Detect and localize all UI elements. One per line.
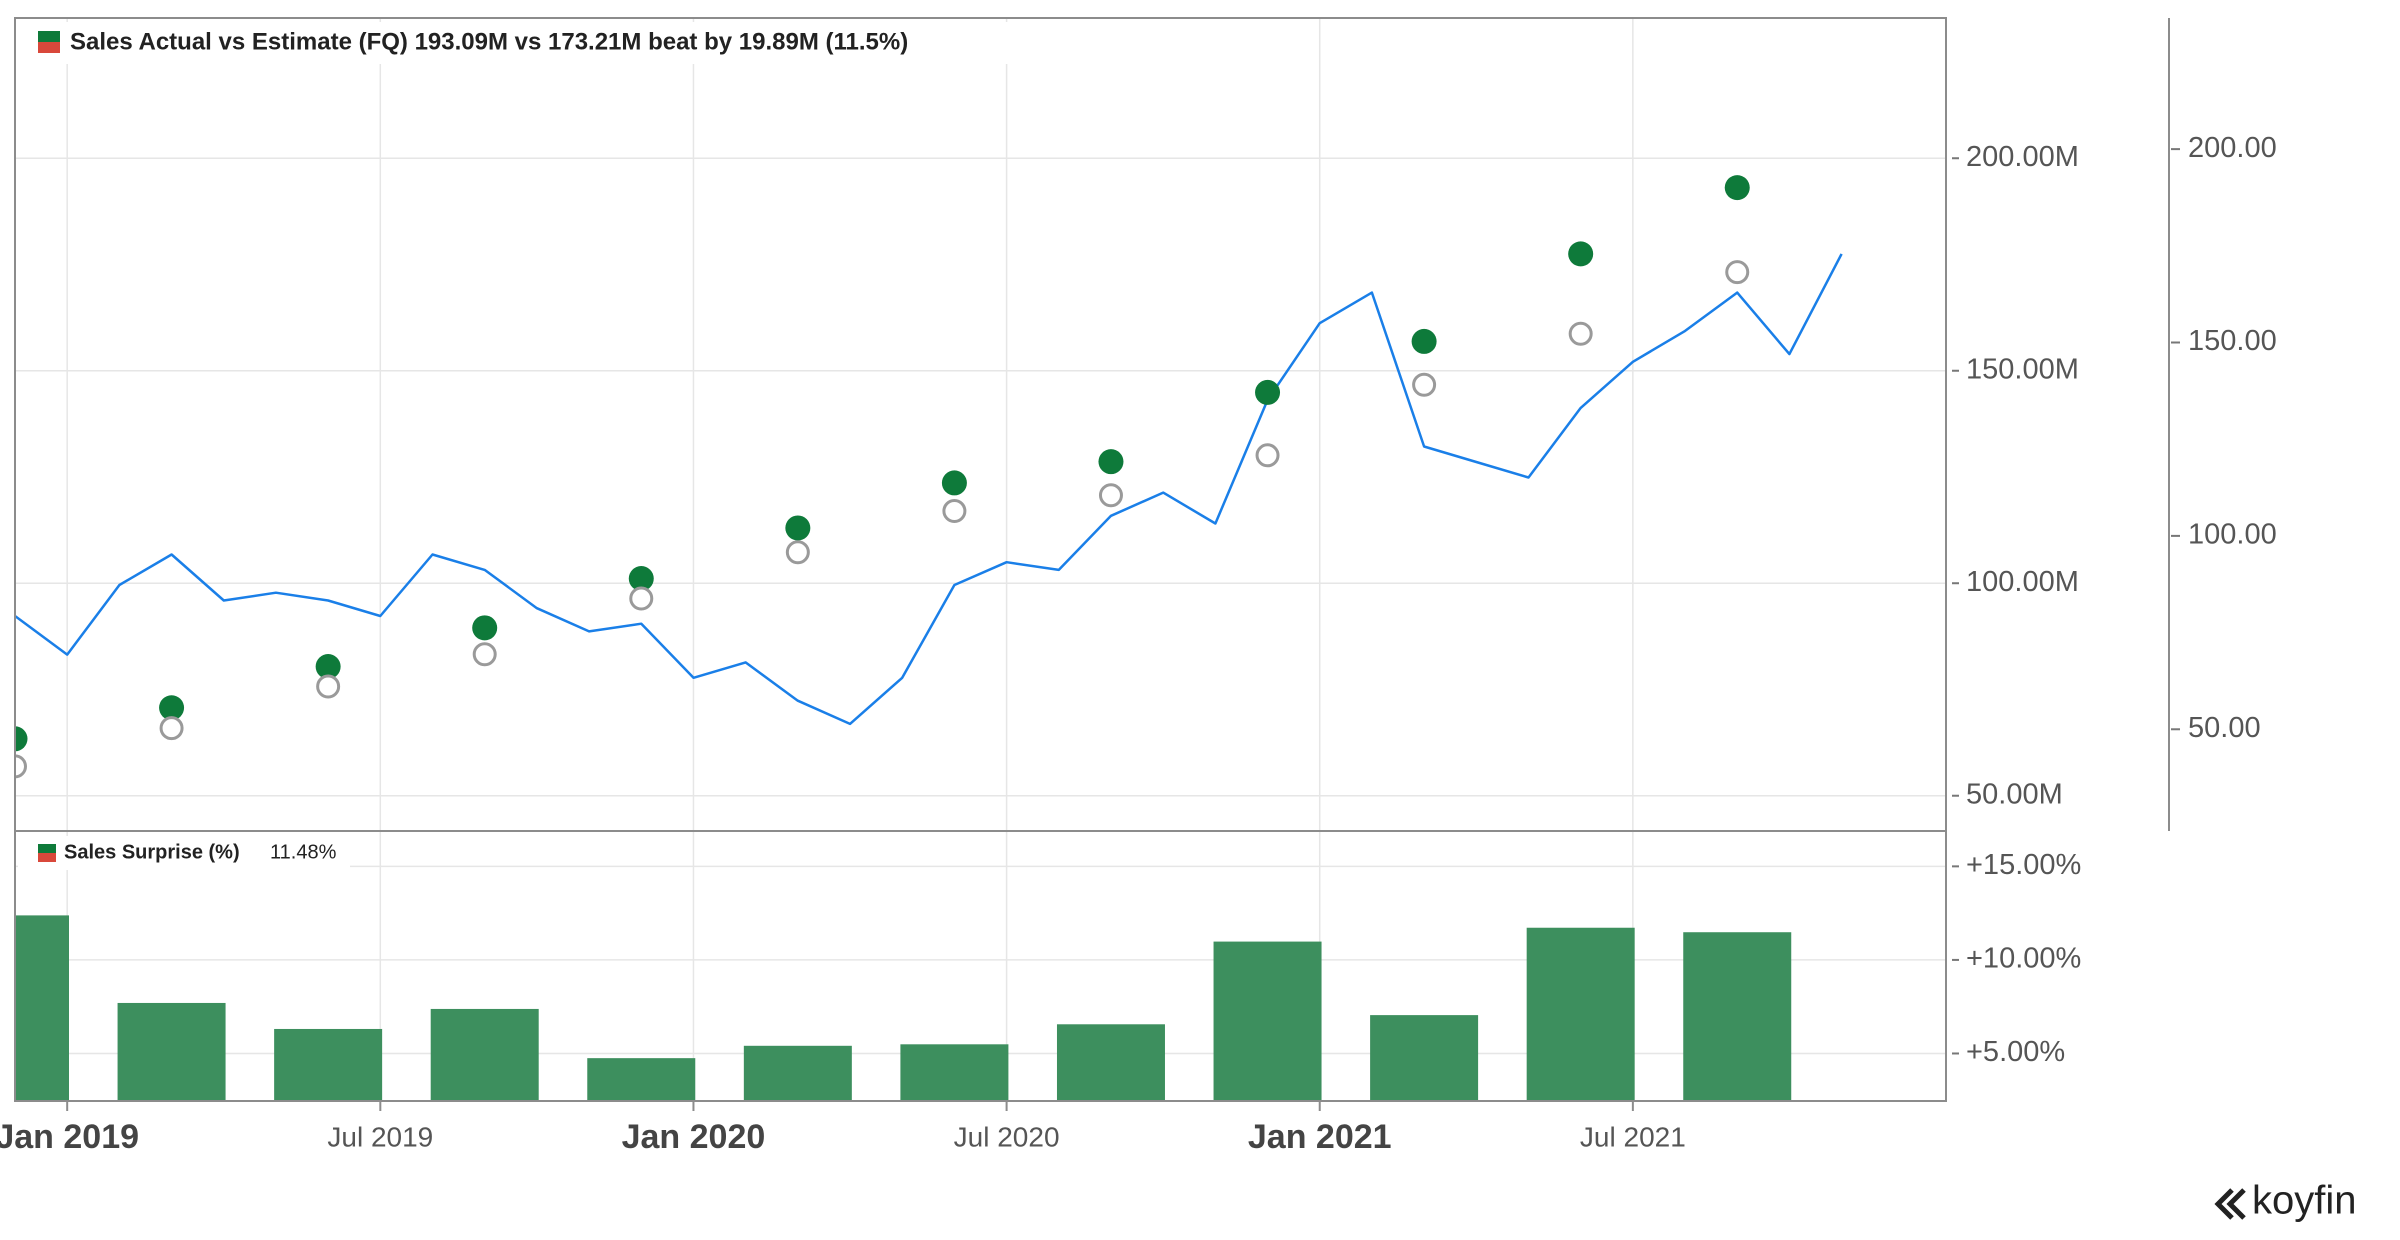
- y-tick-label: 100.00M: [1966, 566, 2079, 598]
- actual-point: [941, 470, 967, 496]
- estimate-point: [1725, 260, 1750, 285]
- actual-point: [472, 615, 498, 641]
- actual-point: [315, 654, 341, 680]
- bar: [15, 915, 69, 1101]
- actual-point: [159, 695, 185, 721]
- x-tick-label: Jul 2020: [954, 1121, 1060, 1152]
- estimate-point: [1098, 483, 1123, 508]
- y-tick-label: 150.00M: [1966, 353, 2079, 385]
- x-tick-label: Jul 2019: [327, 1121, 433, 1152]
- legend-text: Sales Actual vs Estimate (FQ) 193.09M vs…: [70, 28, 908, 55]
- x-tick-label: Jan 2019: [0, 1118, 139, 1156]
- actual-point: [785, 515, 811, 541]
- estimate-point: [159, 716, 184, 741]
- bar: [1370, 1015, 1479, 1101]
- bar: [117, 1002, 226, 1101]
- estimate-point: [1255, 443, 1280, 468]
- logo-icon: [2214, 1188, 2246, 1220]
- axes: Jan 2019 Jul 2019 Jan 2020 Jul 2020 Jan 2021…: [0, 132, 2277, 1156]
- bar: [743, 1045, 852, 1101]
- y-tick-label: +15.00%: [1966, 849, 2081, 881]
- y-tick-label: +5.00%: [1966, 1036, 2065, 1068]
- grid: [15, 18, 1946, 1101]
- estimate-point: [629, 586, 654, 611]
- actual-point: [1098, 449, 1124, 475]
- actual-point: [1724, 175, 1750, 201]
- legend-bg: [18, 836, 350, 870]
- y-tick-label: 50.00M: [1966, 778, 2063, 810]
- bar: [1526, 927, 1635, 1101]
- actual-point: [1255, 379, 1281, 405]
- estimate-point: [1568, 321, 1593, 346]
- estimate-point: [942, 498, 967, 523]
- legend-swatch: [38, 853, 56, 862]
- legend-bg: [18, 22, 1108, 64]
- bottom-plot: [15, 915, 1792, 1101]
- y-tick-label: 200.00M: [1966, 141, 2079, 173]
- top-frame: [14, 17, 1947, 832]
- top-plot: [15, 175, 1843, 779]
- x-tick-label: Jul 2021: [1580, 1121, 1686, 1152]
- bar: [274, 1028, 383, 1101]
- legend-swatch: [38, 42, 60, 53]
- bar: [1056, 1024, 1165, 1101]
- top-legend: Sales Actual vs Estimate (FQ) 193.09M vs…: [18, 22, 1108, 64]
- x-tick-label: Jan 2020: [622, 1118, 766, 1156]
- actual-point: [1411, 328, 1437, 354]
- estimate-point: [785, 540, 810, 565]
- bar: [1213, 941, 1322, 1101]
- estimate-point: [1412, 372, 1437, 397]
- brand-logo: koyfin: [2214, 1179, 2357, 1223]
- y-tick-label: +10.00%: [1966, 943, 2081, 975]
- y2-tick-label: 200.00: [2188, 132, 2277, 164]
- bar: [430, 1008, 539, 1101]
- bottom-legend: Sales Surprise (%) 11.48%: [18, 836, 350, 870]
- y2-tick-label: 150.00: [2188, 325, 2277, 357]
- bar: [587, 1058, 696, 1101]
- legend-swatch: [38, 844, 56, 853]
- y2-tick-label: 50.00: [2188, 712, 2261, 744]
- actual-point: [15, 726, 28, 752]
- bottom-frame: [14, 830, 1947, 1102]
- estimate-point: [316, 674, 341, 699]
- x-tick-label: Jan 2021: [1248, 1118, 1392, 1156]
- estimate-point: [472, 642, 497, 667]
- actual-point: [628, 566, 654, 592]
- price-line: [15, 253, 1843, 726]
- actual-point: [1568, 241, 1594, 267]
- bar: [1683, 932, 1792, 1101]
- legend-value: 11.48%: [270, 841, 337, 863]
- legend-text: Sales Surprise (%): [64, 841, 240, 863]
- brand-name: koyfin: [2252, 1179, 2357, 1223]
- estimate-point: [15, 754, 27, 779]
- y2-tick-label: 100.00: [2188, 519, 2277, 551]
- bar: [900, 1044, 1009, 1101]
- legend-swatch: [38, 31, 60, 42]
